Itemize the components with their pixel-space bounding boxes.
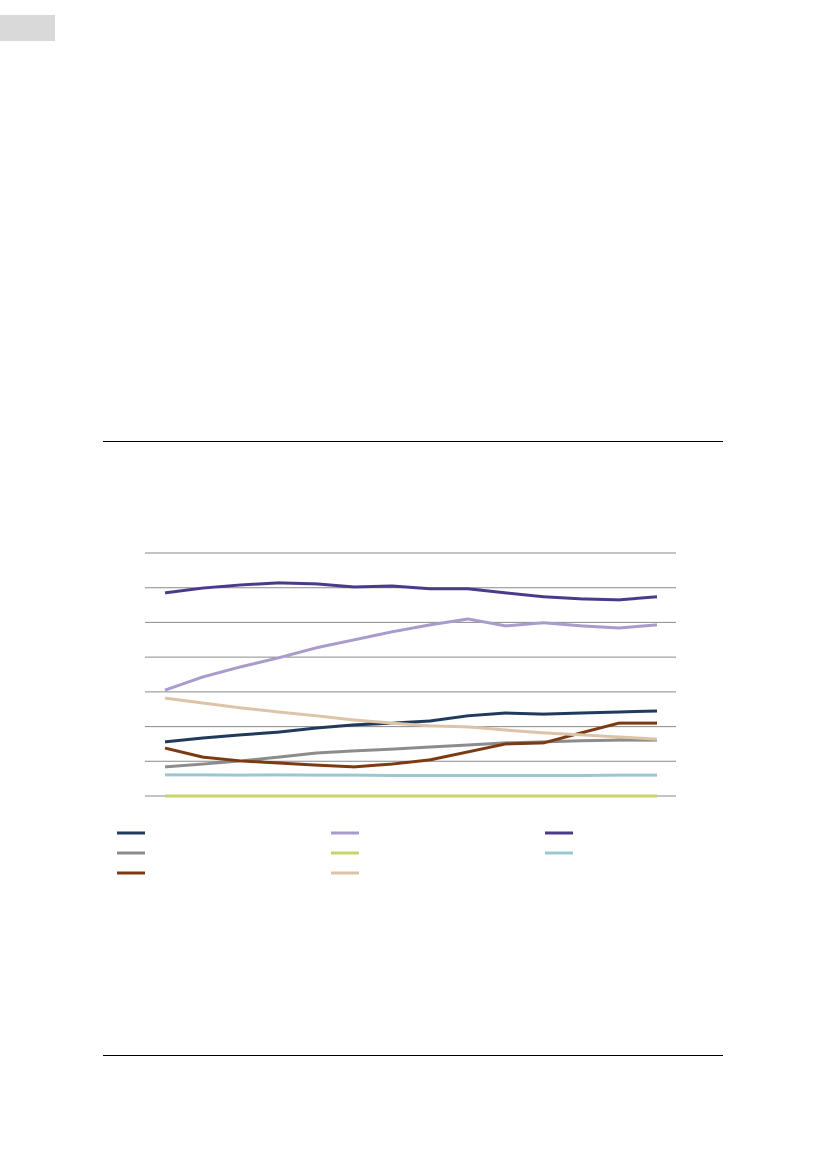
series-line (164, 617, 658, 692)
series-line (164, 721, 657, 769)
series-line (164, 581, 658, 602)
corner-tab (0, 15, 55, 41)
series-line (165, 773, 657, 778)
series-line (164, 709, 658, 744)
top-rule (103, 441, 723, 442)
series-line (164, 696, 658, 741)
bottom-rule (103, 1055, 723, 1056)
